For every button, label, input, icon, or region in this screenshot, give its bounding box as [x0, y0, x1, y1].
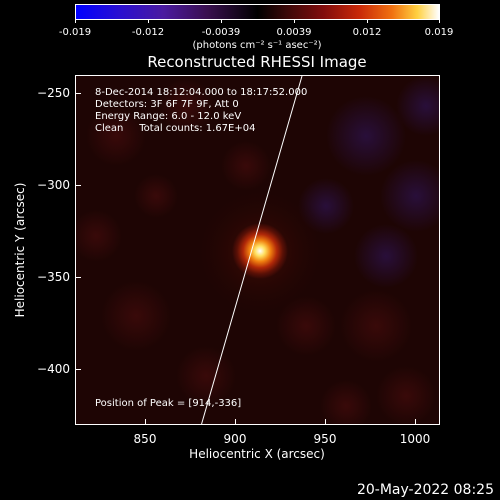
- colorbar-tickmark: [294, 19, 295, 23]
- rhessi-image: [76, 76, 439, 424]
- y-tick-label: −350: [37, 270, 70, 284]
- x-tickmark: [145, 419, 146, 425]
- colorbar-unit: (photons cm⁻² s⁻¹ asec⁻²): [192, 40, 322, 51]
- colorbar-tick-label: 0.0039: [276, 27, 312, 38]
- y-tick-label: −400: [37, 362, 70, 376]
- y-tick-label: −300: [37, 178, 70, 192]
- y-tick-label: −250: [37, 86, 70, 100]
- y-tickmark: [75, 93, 81, 94]
- x-tickmark: [235, 419, 236, 425]
- energy-range-text: Energy Range: 6.0 - 12.0 keV: [95, 111, 242, 122]
- x-tickmark: [325, 419, 326, 425]
- colorbar-tick-label: -0.019: [58, 27, 92, 38]
- clean-counts-text: Clean Total counts: 1.67E+04: [95, 123, 256, 134]
- y-axis-label: Heliocentric Y (arcsec): [13, 182, 27, 318]
- image-plot-area: [75, 75, 440, 425]
- colorbar-tick-label: -0.0039: [201, 27, 241, 38]
- x-axis-label: Heliocentric X (arcsec): [189, 447, 325, 461]
- x-tick-label: 1000: [399, 432, 431, 446]
- colorbar-tickmark: [148, 19, 149, 23]
- chart-title: Reconstructed RHESSI Image: [147, 53, 367, 71]
- colorbar-tickmark: [221, 19, 222, 23]
- x-tick-label: 850: [133, 432, 157, 446]
- x-tickmark: [415, 419, 416, 425]
- y-tickmark: [75, 369, 81, 370]
- solar-limb-line: [201, 76, 303, 424]
- colorbar-tick-label: 0.019: [424, 27, 454, 38]
- colorbar-tick-label: -0.012: [131, 27, 165, 38]
- x-tick-label: 900: [223, 432, 247, 446]
- x-tick-label: 950: [313, 432, 337, 446]
- colorbar: [75, 4, 440, 20]
- colorbar-tickmark: [439, 19, 440, 23]
- y-tickmark: [75, 185, 81, 186]
- detectors-text: Detectors: 3F 6F 7F 9F, Att 0: [95, 99, 239, 110]
- colorbar-tick-label: 0.012: [352, 27, 382, 38]
- time-range-text: 8-Dec-2014 18:12:04.000 to 18:17:52.000: [95, 87, 308, 98]
- peak-position-text: Position of Peak = [914,-336]: [95, 398, 242, 409]
- colorbar-tickmark: [75, 19, 76, 23]
- flare-source: [232, 223, 288, 279]
- plot-timestamp: 20-May-2022 08:25: [356, 482, 494, 498]
- colorbar-tickmark: [367, 19, 368, 23]
- y-tickmark: [75, 277, 81, 278]
